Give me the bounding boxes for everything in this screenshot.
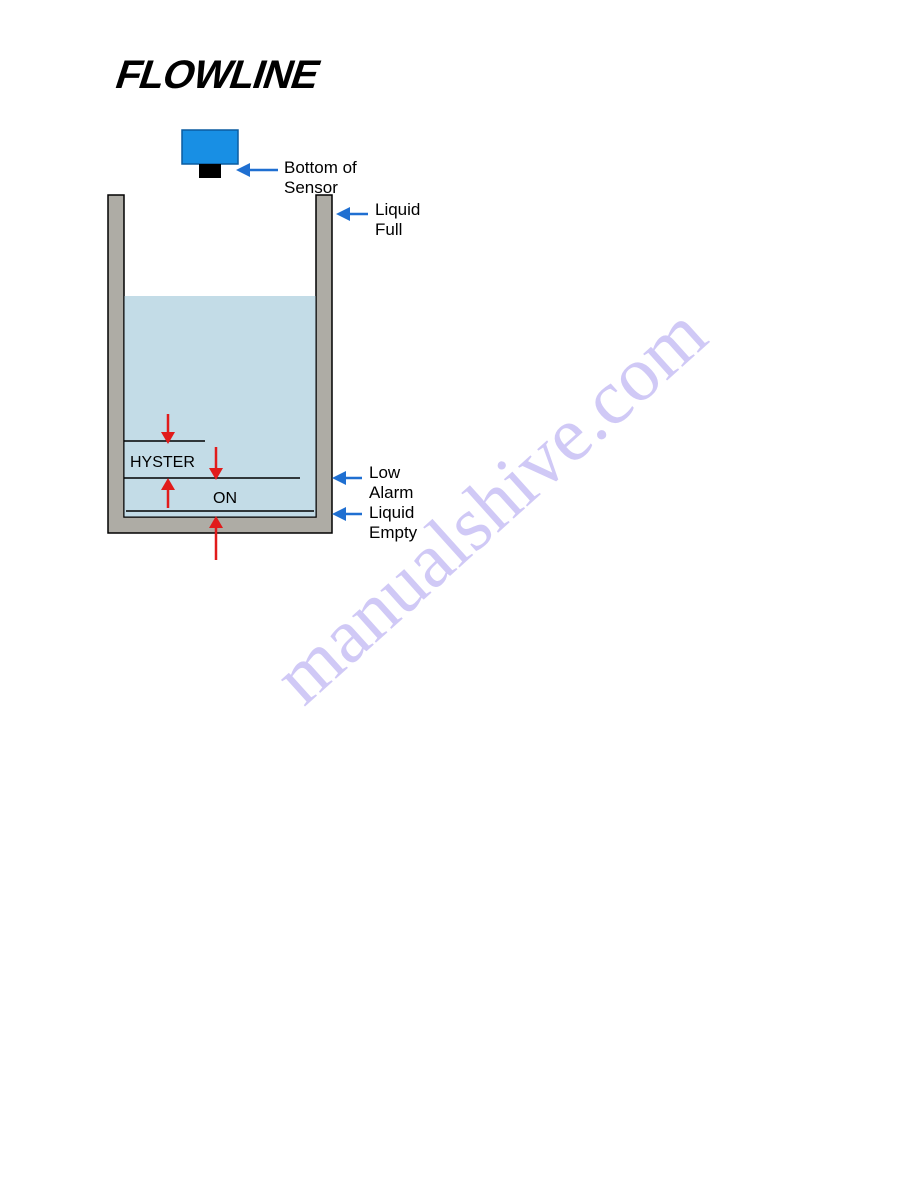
label-liquid-full: Liquid Full	[375, 200, 420, 239]
label-hyster: HYSTER	[130, 454, 195, 472]
liquid-fill	[124, 296, 316, 517]
tank-diagram	[0, 0, 918, 1188]
sensor-tip	[199, 164, 221, 178]
callout-liquid-empty-arrow	[332, 507, 362, 521]
callout-liquid-full-arrow	[336, 207, 368, 221]
label-low-alarm: Low Alarm	[369, 463, 413, 502]
label-liquid-empty: Liquid Empty	[369, 503, 417, 542]
callout-low-alarm-arrow	[332, 471, 362, 485]
label-bottom-of-sensor: Bottom of Sensor	[284, 158, 357, 197]
sensor-body	[182, 130, 238, 164]
callout-sensor-arrow	[236, 163, 278, 177]
label-on: ON	[213, 490, 237, 508]
